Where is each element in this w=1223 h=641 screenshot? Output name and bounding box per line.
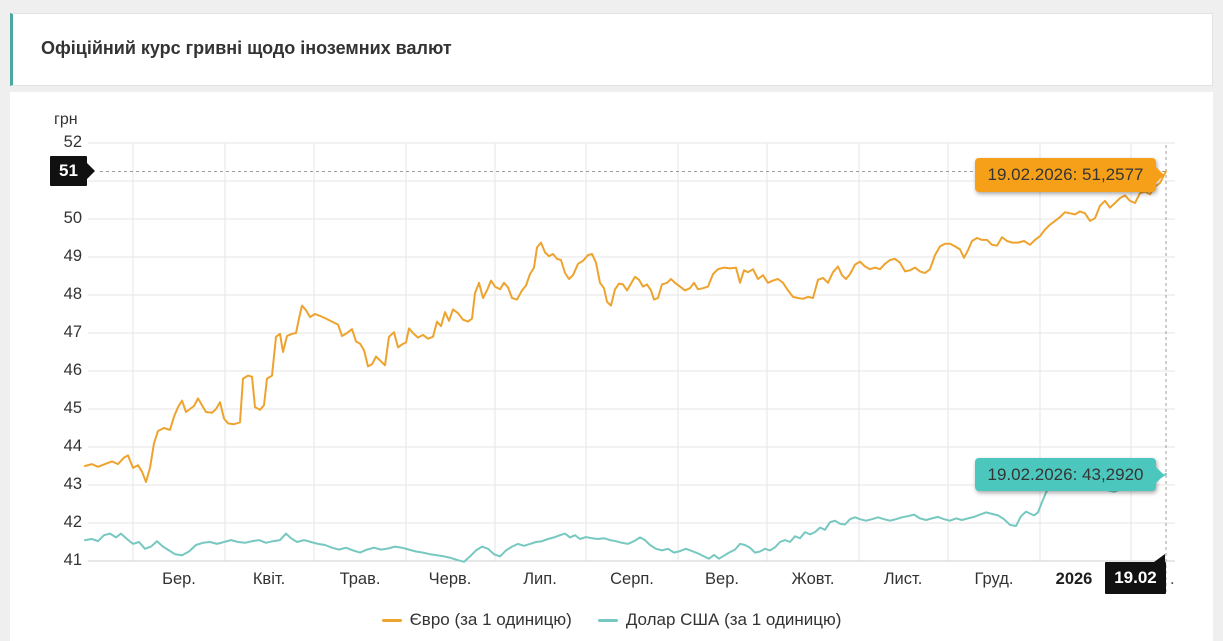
y-tick-label: 46 xyxy=(63,361,82,379)
x-tick-label-year: 2026 xyxy=(1055,570,1093,588)
x-tick-label: Вер. xyxy=(705,570,739,588)
y-tick-label: 41 xyxy=(63,551,82,569)
usd-line-marker-icon xyxy=(597,618,618,622)
x-tick-label: Серп. xyxy=(610,570,654,588)
x-tick-label: Груд. xyxy=(974,570,1014,588)
y-highlight-value: 51 xyxy=(59,161,78,180)
y-highlight-pointer-icon xyxy=(87,163,95,179)
x-axis-highlight-label: 19.02 xyxy=(1105,554,1166,594)
y-tick-label: 44 xyxy=(63,437,82,455)
tooltip-euro: 19.02.2026: 51,2577 xyxy=(975,158,1164,192)
x-tick-label: Лип. xyxy=(523,570,557,588)
header-card: Офіційний курс гривні щодо іноземних вал… xyxy=(10,13,1213,86)
tooltip-euro-text: 19.02.2026: 51,2577 xyxy=(987,165,1144,184)
legend-label-euro: Євро (за 1 одиницю) xyxy=(409,610,572,629)
y-axis-unit-label: грн xyxy=(54,111,78,128)
x-axis-partial-month-label: . xyxy=(1170,570,1175,588)
series-line-usd[interactable] xyxy=(84,472,1167,563)
x-tick-label: Жовт. xyxy=(791,570,835,588)
y-tick-label: 49 xyxy=(63,247,82,265)
tooltip-usd: 19.02.2026: 43,2920 xyxy=(975,458,1164,491)
y-tick-label: 50 xyxy=(63,209,82,227)
page-title: Офіційний курс гривні щодо іноземних вал… xyxy=(41,38,452,58)
y-tick-label: 52 xyxy=(63,133,82,151)
legend-item-usd[interactable]: Долар США (за 1 одиницю) xyxy=(597,610,842,630)
euro-line-marker-icon xyxy=(381,618,402,622)
x-highlight-value: 19.02 xyxy=(1114,568,1157,587)
x-tick-label: Бер. xyxy=(162,570,196,588)
tooltip-euro-pointer-icon xyxy=(1156,167,1164,183)
y-tick-label: 42 xyxy=(63,513,82,531)
x-tick-label: Черв. xyxy=(428,570,472,588)
chart-legend: Євро (за 1 одиницю) Долар США (за 1 один… xyxy=(10,610,1213,630)
y-tick-label: 45 xyxy=(63,399,82,417)
x-tick-label: Трав. xyxy=(339,570,381,588)
y-tick-label: 48 xyxy=(63,285,82,303)
tooltip-usd-text: 19.02.2026: 43,2920 xyxy=(987,464,1144,484)
x-tick-label: Квіт. xyxy=(252,570,286,588)
y-axis-highlight-label: 51 xyxy=(50,156,95,186)
tooltip-usd-pointer-icon xyxy=(1156,466,1164,483)
y-tick-label: 47 xyxy=(63,323,82,341)
legend-item-euro[interactable]: Євро (за 1 одиницю) xyxy=(381,610,572,630)
y-tick-label: 43 xyxy=(63,475,82,493)
x-highlight-pointer-icon xyxy=(1154,554,1165,562)
x-tick-label: Лист. xyxy=(883,570,923,588)
legend-label-usd: Долар США (за 1 одиницю) xyxy=(625,610,842,629)
series-line-euro[interactable] xyxy=(84,170,1167,483)
